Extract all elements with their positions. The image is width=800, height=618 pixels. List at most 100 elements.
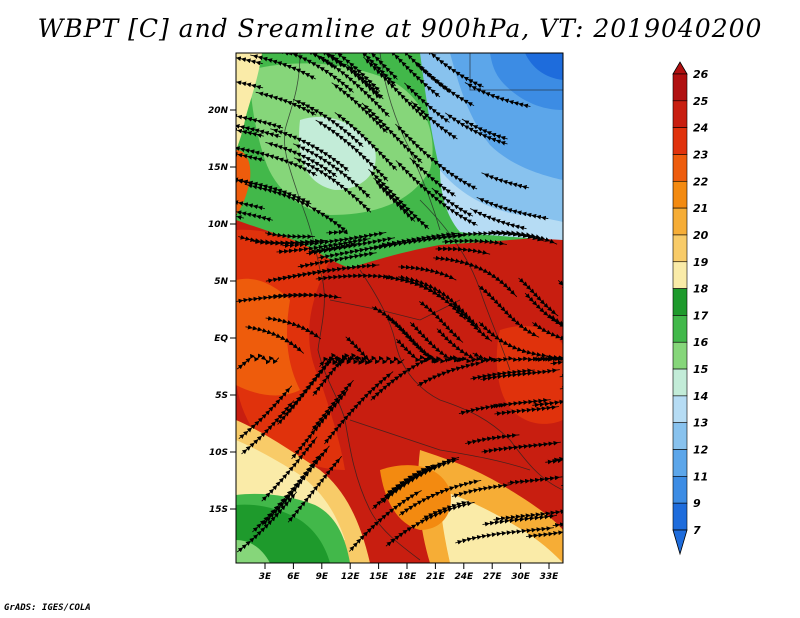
colorbar-swatch [672, 315, 688, 343]
streamline [236, 491, 298, 553]
streamline [291, 396, 343, 460]
map-frame [235, 52, 564, 564]
longitude-axis: 3E 6E 9E 12E 15E 18E 21E 24E 27E 30E 33E [259, 563, 559, 582]
streamline [549, 315, 563, 337]
lat-label: 15S [209, 505, 228, 515]
streamline [482, 514, 557, 527]
streamline [518, 277, 559, 317]
streamline [398, 264, 457, 281]
streamline [386, 464, 433, 495]
streamline [319, 355, 370, 368]
streamline [444, 112, 508, 146]
lon-label: 12E [341, 572, 361, 582]
streamline [417, 361, 484, 387]
colorbar-label: 15 [693, 363, 709, 376]
streamline [386, 316, 467, 364]
streamline [236, 166, 255, 186]
streamline [561, 485, 563, 487]
streamline [315, 119, 389, 182]
streamline [241, 400, 295, 455]
streamline [431, 187, 474, 218]
streamline [255, 91, 317, 117]
streamline [244, 183, 311, 208]
streamlines [236, 53, 563, 553]
lon-label: 18E [398, 572, 418, 582]
lat-label: 15N [208, 163, 229, 173]
streamline [550, 353, 563, 366]
streamline [236, 143, 318, 177]
colorbar-swatch [672, 341, 688, 370]
streamline [546, 354, 563, 361]
colorbar-swatch [672, 476, 688, 504]
colorbar-label: 7 [693, 524, 701, 537]
streamline [558, 280, 563, 317]
streamline [236, 292, 311, 304]
streamline [236, 119, 264, 138]
streamline [551, 426, 563, 463]
colorbar-swatch [672, 154, 688, 182]
colorbar: 26 25 24 23 22 21 20 19 18 17 16 15 14 13 12 11 9 7 [672, 61, 709, 556]
colorbar-min-arrow [672, 529, 688, 556]
streamline [236, 53, 291, 56]
streamline [559, 375, 563, 391]
lat-label: 5N [214, 277, 228, 287]
streamline [465, 433, 520, 446]
colorbar-label: 23 [693, 148, 709, 161]
lon-label: 33E [540, 572, 560, 582]
lon-label: 9E [316, 572, 329, 582]
lat-label: 5S [215, 391, 228, 401]
colorbar-swatch [672, 288, 688, 316]
lon-label: 6E [287, 572, 300, 582]
streamline [304, 53, 345, 68]
streamline [481, 440, 561, 454]
streamline [422, 500, 470, 520]
colorbar-swatch [672, 368, 688, 397]
colorbar-swatch [672, 100, 688, 128]
colorbar-label: 25 [693, 95, 709, 108]
colorbar-label: 17 [693, 309, 709, 322]
colorbar-swatch [672, 180, 688, 209]
colorbar-label: 24 [693, 122, 708, 135]
streamline [507, 475, 563, 486]
streamline [265, 315, 322, 340]
streamline [236, 207, 273, 222]
lon-label: 15E [369, 572, 389, 582]
colorbar-label: 19 [693, 256, 709, 269]
streamline [282, 231, 387, 248]
streamline [427, 53, 484, 89]
map-title: WBPT [C] and Sreamline at 900hPa, VT: 20… [37, 14, 763, 43]
streamline [250, 54, 316, 80]
credit-text: GrADS: IGES/COLA [4, 603, 91, 613]
streamline [552, 494, 563, 528]
colorbar-swatch [672, 449, 688, 477]
colorbar-label: 14 [693, 390, 708, 403]
lon-label: 21E [426, 572, 446, 582]
streamline [361, 102, 423, 164]
streamline [368, 169, 430, 230]
colorbar-label: 26 [693, 68, 709, 81]
latitude-axis: 20N 15N 10N 5N EQ 5S 10S 15S [208, 106, 236, 515]
colorbar-label: 12 [693, 444, 709, 457]
colorbar-swatch [672, 127, 688, 155]
colorbar-swatch [672, 234, 688, 263]
streamline [287, 456, 342, 523]
streamline [265, 231, 315, 240]
streamline [265, 268, 335, 284]
colorbar-swatch [672, 73, 688, 102]
lat-label: 20N [208, 106, 229, 116]
colorbar-label: 20 [693, 229, 709, 242]
streamline [481, 172, 530, 190]
colorbar-label: 21 [693, 202, 708, 215]
lat-label: EQ [214, 334, 228, 344]
colorbar-swatch [672, 422, 688, 450]
colorbar-swatch [672, 207, 688, 236]
streamline [236, 53, 263, 66]
lat-label: 10S [209, 448, 228, 458]
streamline [371, 233, 466, 251]
lon-label: 30E [511, 572, 531, 582]
colorbar-max-arrow [672, 61, 688, 75]
streamline [236, 111, 284, 130]
lat-label: 10N [208, 220, 229, 230]
streamline [559, 352, 563, 379]
